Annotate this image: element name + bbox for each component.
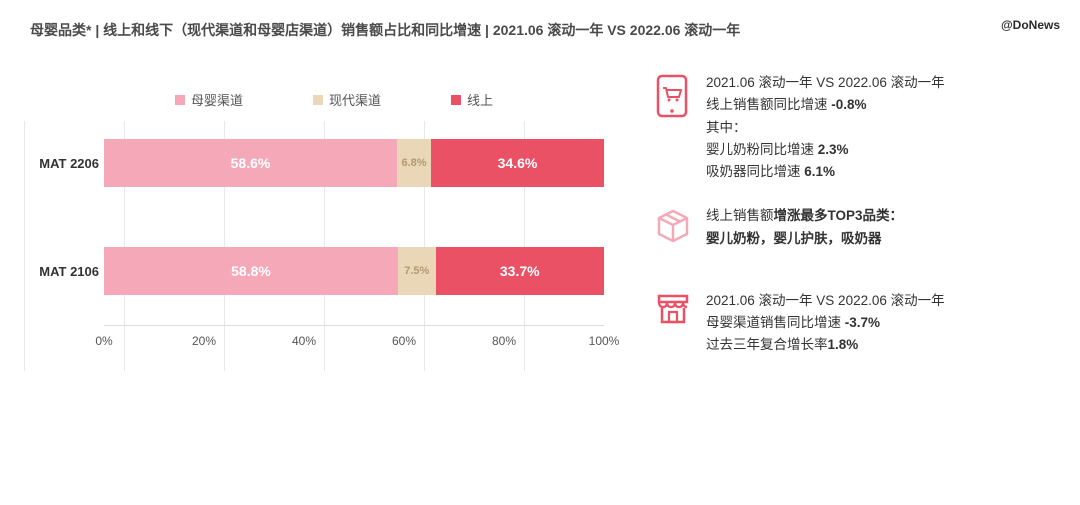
- info-text: 2021.06 滚动一年 VS 2022.06 滚动一年 线上销售额同比增速 -…: [706, 72, 945, 183]
- legend-swatch: [175, 95, 185, 105]
- axis-label: 20%: [192, 334, 216, 348]
- info-block-online: 2021.06 滚动一年 VS 2022.06 滚动一年 线上销售额同比增速 -…: [654, 72, 1056, 183]
- info-line: 线上销售额增涨最多TOP3品类：: [706, 205, 903, 227]
- chart-legend: 母婴渠道 现代渠道 线上: [24, 90, 644, 109]
- bar-segment: 6.8%: [397, 139, 431, 187]
- watermark: @DoNews: [1001, 18, 1060, 32]
- phone-cart-icon: [654, 72, 692, 183]
- bar-row: MAT 2106 58.8% 7.5% 33.7%: [104, 247, 644, 295]
- legend-label: 现代渠道: [329, 90, 381, 109]
- legend-item: 现代渠道: [313, 90, 381, 109]
- legend-item: 母婴渠道: [175, 90, 243, 109]
- bar-segment: 58.6%: [104, 139, 397, 187]
- info-block-top3: 线上销售额增涨最多TOP3品类： 婴儿奶粉，婴儿护肤，吸奶器: [654, 205, 1056, 250]
- bar-segment: 34.6%: [431, 139, 604, 187]
- legend-label: 线上: [467, 90, 493, 109]
- axis-label: 40%: [292, 334, 316, 348]
- chart-area: 母婴渠道 现代渠道 线上 MAT 2206 58.6% 6.8% 34.6%: [24, 70, 644, 379]
- bar-track: 58.8% 7.5% 33.7%: [104, 247, 604, 295]
- info-text: 2021.06 滚动一年 VS 2022.06 滚动一年 母婴渠道销售同比增速 …: [706, 290, 945, 357]
- info-line: 过去三年复合增长率1.8%: [706, 334, 945, 356]
- info-line: 母婴渠道销售同比增速 -3.7%: [706, 312, 945, 334]
- bar-row: MAT 2206 58.6% 6.8% 34.6%: [104, 139, 644, 187]
- axis-label: 0%: [95, 334, 112, 348]
- bar-label: MAT 2106: [24, 264, 99, 279]
- axis-label: 80%: [492, 334, 516, 348]
- bars-container: MAT 2206 58.6% 6.8% 34.6% MAT 2106 58.8%…: [24, 139, 644, 355]
- info-text: 线上销售额增涨最多TOP3品类： 婴儿奶粉，婴儿护肤，吸奶器: [706, 205, 903, 250]
- bar-segment: 58.8%: [104, 247, 398, 295]
- main-container: 母婴渠道 现代渠道 线上 MAT 2206 58.6% 6.8% 34.6%: [0, 40, 1080, 379]
- info-line: 其中：: [706, 117, 945, 139]
- axis-label: 100%: [589, 334, 620, 348]
- info-line: 婴儿奶粉，婴儿护肤，吸奶器: [706, 228, 903, 250]
- bar-segment: 7.5%: [398, 247, 436, 295]
- info-block-channel: 2021.06 滚动一年 VS 2022.06 滚动一年 母婴渠道销售同比增速 …: [654, 290, 1056, 357]
- info-line: 线上销售额同比增速 -0.8%: [706, 94, 945, 116]
- bar-track: 58.6% 6.8% 34.6%: [104, 139, 604, 187]
- bar-label: MAT 2206: [24, 156, 99, 171]
- page-title: 母婴品类* | 线上和线下（现代渠道和母婴店渠道）销售额占比和同比增速 | 20…: [0, 0, 1080, 40]
- info-line: 2021.06 滚动一年 VS 2022.06 滚动一年: [706, 290, 945, 312]
- legend-item: 线上: [451, 90, 493, 109]
- info-line: 2021.06 滚动一年 VS 2022.06 滚动一年: [706, 72, 945, 94]
- legend-label: 母婴渠道: [191, 90, 243, 109]
- bar-segment: 33.7%: [436, 247, 605, 295]
- legend-swatch: [313, 95, 323, 105]
- legend-swatch: [451, 95, 461, 105]
- store-icon: [654, 290, 692, 357]
- info-line: 婴儿奶粉同比增速 2.3%: [706, 139, 945, 161]
- info-panel: 2021.06 滚动一年 VS 2022.06 滚动一年 线上销售额同比增速 -…: [644, 70, 1056, 379]
- x-axis: 0%20%40%60%80%100%: [104, 325, 604, 355]
- box-icon: [654, 205, 692, 250]
- axis-label: 60%: [392, 334, 416, 348]
- info-line: 吸奶器同比增速 6.1%: [706, 161, 945, 183]
